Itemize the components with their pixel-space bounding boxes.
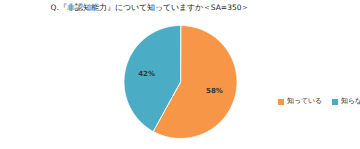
- html-text:Q.『非認知能力』について知っていますか＜SA=350＞: Q.『非認知能力』について知っていますか＜SA=350＞: [50, 3, 250, 12]
- html-text:知っている: 知っている: [287, 97, 322, 105]
- svg-text:42%: 42%: [138, 70, 155, 78]
- svg-text:58%: 58%: [206, 87, 223, 95]
